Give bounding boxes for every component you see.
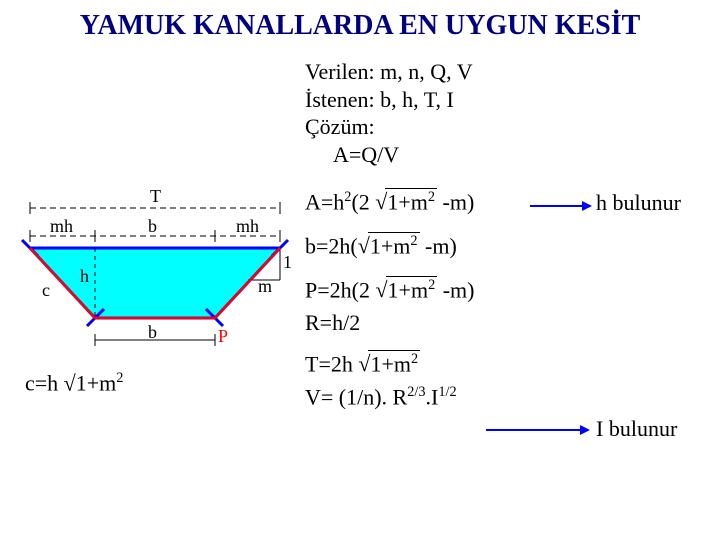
label-m: m <box>258 276 272 297</box>
eq-P: P=2h(2 √1+m2 -m) <box>305 276 475 310</box>
label-c: c <box>42 280 50 301</box>
eq-A: A=Q/V <box>333 141 473 169</box>
c-under-text: c=h √1+m <box>25 370 116 395</box>
c-equals: c=h √1+m2 <box>25 370 123 396</box>
eq-R: R=h/2 <box>305 310 475 340</box>
label-T: T <box>150 186 161 207</box>
eq-A-h2: A=h2(2 √1+m2 -m) <box>305 188 475 222</box>
arrow-to-I <box>486 422 590 438</box>
label-b-top: b <box>148 216 157 237</box>
label-h: h <box>80 266 89 287</box>
c-under-sup: 2 <box>116 370 123 386</box>
page-title: YAMUK KANALLARDA EN UYGUN KESİT <box>0 10 720 42</box>
label-1: 1 <box>283 252 292 273</box>
given-line: Verilen: m, n, Q, V <box>305 58 473 86</box>
solution-label: Çözüm: <box>305 113 473 141</box>
equations-block: A=h2(2 √1+m2 -m) b=2h(√1+m2 -m) P=2h(2 √… <box>305 188 475 414</box>
eq-b: b=2h(√1+m2 -m) <box>305 232 475 266</box>
label-b-bottom: b <box>148 322 157 343</box>
h-found-text: h bulunur <box>596 190 681 216</box>
trapezoid-diagram: T mh b mh c h 1 m b P <box>20 190 290 370</box>
eq-V: V= (1/n). R2/3.I1/2 <box>305 384 475 414</box>
given-block: Verilen: m, n, Q, V İstenen: b, h, T, I … <box>305 58 473 168</box>
eq-T: T=2h √1+m2 <box>305 350 475 384</box>
wanted-line: İstenen: b, h, T, I <box>305 86 473 114</box>
i-found-text: I bulunur <box>596 416 677 442</box>
label-P: P <box>218 326 228 347</box>
arrow-to-h <box>530 198 592 214</box>
label-mh-left: mh <box>50 216 73 237</box>
label-mh-right: mh <box>236 216 259 237</box>
